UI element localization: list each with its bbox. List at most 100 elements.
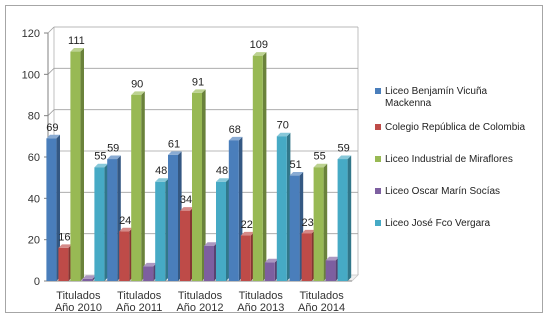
bar [192, 92, 202, 281]
bar [180, 210, 190, 281]
data-label: 90 [131, 78, 143, 90]
bar-top [192, 89, 206, 93]
data-label: 16 [58, 231, 70, 243]
data-label: 109 [250, 39, 268, 51]
bar [58, 247, 69, 281]
legend-label: Liceo José Fco Vergara [385, 218, 490, 229]
y-tick-label: 120 [22, 28, 40, 40]
bar [325, 260, 336, 281]
data-label: 48 [216, 165, 228, 177]
bar [337, 159, 348, 281]
chart-frame: 0 20 40 60 80 100 120 69 16 111 55 Titulados Año 201… [5, 5, 543, 313]
data-label: 111 [68, 35, 85, 47]
bar-top [131, 91, 145, 95]
data-label: 68 [229, 124, 241, 136]
x-category-label: Año 2010 [55, 302, 102, 312]
y-tick-label: 60 [28, 152, 40, 164]
y-tick-label: 40 [28, 193, 40, 205]
x-category-label: Titulados [299, 290, 344, 302]
bar-top [337, 155, 352, 160]
bar-top [168, 151, 182, 155]
legend-label: Colegio República de Colombia [385, 122, 526, 133]
bar [94, 167, 105, 281]
bar [289, 175, 300, 281]
bar [107, 159, 118, 281]
bar-side [347, 155, 352, 281]
x-category-label: Año 2011 [116, 302, 162, 312]
bar [276, 136, 287, 281]
bar [240, 235, 251, 281]
x-category-label: Titulados [239, 290, 284, 302]
gridline-depth [47, 26, 55, 34]
bar-top [143, 262, 157, 267]
bar-top [240, 231, 255, 236]
data-label: 91 [192, 76, 204, 88]
x-category-label: Titulados [117, 290, 162, 302]
bar-top [46, 134, 60, 139]
bar [228, 140, 239, 281]
bar [119, 231, 130, 281]
bar-top [58, 244, 72, 248]
bar-top [325, 256, 340, 261]
legend-label: Liceo Industrial de Miraflores [385, 154, 513, 165]
legend-label: Liceo Oscar Marín Socías [385, 186, 500, 197]
bar-side [202, 89, 206, 281]
data-label: 61 [168, 138, 180, 150]
gridline-depth [47, 109, 55, 116]
legend-label: Mackenna [385, 98, 432, 109]
data-label: 59 [337, 142, 349, 154]
bar-side [165, 178, 169, 281]
data-label: 22 [241, 219, 253, 231]
bar-side [323, 163, 328, 281]
bar-top [276, 132, 291, 137]
bar-top [180, 207, 194, 211]
x-category-label: Año 2012 [176, 302, 223, 312]
bar-top [252, 52, 267, 56]
legend-swatch [375, 124, 381, 130]
bar [168, 154, 178, 281]
bar-side [262, 52, 267, 282]
bar-top [70, 48, 84, 52]
bar-top [301, 229, 316, 234]
bar-side [80, 48, 84, 281]
data-label: 59 [107, 142, 119, 154]
data-label: 70 [277, 120, 289, 132]
bar-top [228, 136, 243, 141]
bar-side [226, 178, 230, 281]
gridline-depth [47, 68, 55, 75]
bar-top [289, 172, 304, 176]
bar-top [119, 227, 133, 232]
legend-swatch [375, 88, 381, 94]
bar-side [141, 91, 145, 282]
data-label: 69 [46, 122, 58, 134]
data-label: 23 [301, 217, 313, 229]
data-label: 55 [94, 151, 106, 163]
legend-label: Liceo Benjamín Vicuña [385, 86, 488, 97]
bar [46, 138, 57, 281]
bar [82, 278, 93, 281]
data-label: 51 [289, 159, 301, 171]
y-tick-label: 100 [22, 69, 40, 81]
bar [204, 245, 214, 281]
y-tick-label: 80 [28, 111, 40, 123]
data-label: 48 [155, 165, 167, 177]
bar [131, 95, 142, 281]
bar-top [107, 155, 121, 160]
bar [70, 51, 81, 281]
legend-swatch [375, 220, 381, 226]
bar [252, 55, 263, 281]
x-category-label: Titulados [56, 290, 101, 302]
x-category-label: Año 2014 [298, 302, 345, 312]
legend-swatch [375, 188, 381, 194]
bar [313, 167, 324, 281]
bar-top [82, 275, 96, 279]
bar [301, 233, 312, 281]
x-category-label: Año 2013 [237, 302, 284, 312]
bar-side [104, 163, 108, 281]
bar-top [204, 242, 218, 246]
bar-side [56, 134, 60, 281]
bar-top [216, 178, 230, 182]
bar [143, 266, 154, 281]
y-tick-label: 0 [34, 276, 40, 288]
